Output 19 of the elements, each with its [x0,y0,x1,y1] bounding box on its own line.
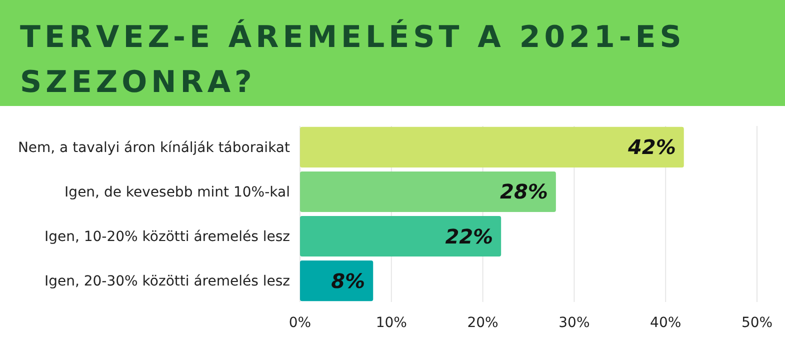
data-label: 22% [445,224,494,248]
bar [300,216,502,257]
x-tick-label: 20% [467,315,498,331]
bar [300,126,684,168]
bar [300,260,374,302]
bar [300,171,556,212]
x-tick-label: 50% [741,315,773,331]
y-tick-label: Igen, 10-20% közötti áremelés lesz [44,229,290,246]
chart-title: TERVEZ-E ÁREMELÉST A 2021-ES SZEZONRA? [20,19,686,100]
data-label: 28% [500,180,548,204]
data-label: 42% [627,135,676,160]
y-tick-label: Igen, de kevesebb mint 10%-kal [64,184,290,201]
y-tick-label: Igen, 20-30% közötti áremelés lesz [44,274,290,290]
x-tick-label: 40% [650,315,682,331]
y-tick-label: Nem, a tavalyi áron kínálják táboraikat [18,140,291,156]
x-tick-label: 10% [376,315,407,331]
x-tick-label: 30% [558,315,590,331]
x-tick-label: 0% [288,315,312,331]
data-label: 8% [331,268,366,293]
